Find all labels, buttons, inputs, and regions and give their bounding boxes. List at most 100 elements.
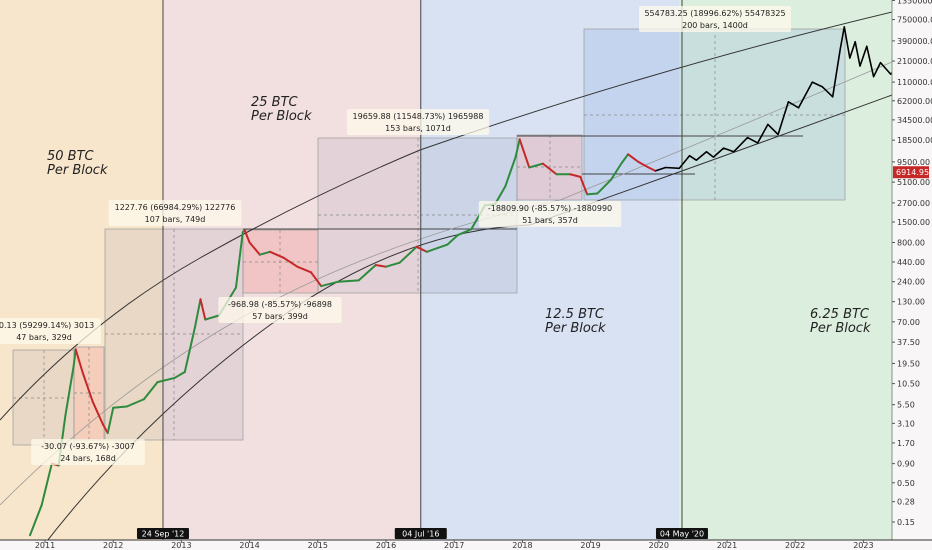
candle-down-segment — [81, 371, 94, 403]
halving-date-label: 04 May '20 — [660, 530, 704, 539]
y-tick-label: 800.00 — [897, 238, 925, 247]
measure-label-duration: 107 bars, 749d — [145, 215, 206, 224]
projection-line[interactable] — [655, 26, 902, 172]
candle-up-segment — [586, 192, 599, 196]
y-tick-label: 1500.00 — [897, 218, 930, 227]
candle-down-segment — [199, 298, 207, 321]
measure-label-bg — [31, 439, 145, 465]
candle-up-segment — [528, 162, 544, 169]
candle-up-segment — [398, 245, 418, 264]
candle-down-segment — [243, 229, 251, 244]
candle-up-segment — [183, 325, 197, 373]
x-tick-label: 2013 — [171, 541, 191, 550]
measure-label-duration: 200 bars, 1400d — [682, 21, 748, 30]
halving-date-tag — [655, 528, 708, 539]
halving-date-tag — [136, 528, 189, 539]
y-tick-label: 2700.00 — [897, 199, 930, 208]
halving-date-label: 04 Jul '16 — [402, 530, 439, 539]
price-axis[interactable]: 1350000.00 750000.00 390000.00 210000.00 110… — [891, 0, 932, 540]
candle-up-segment — [446, 234, 459, 246]
candle-up-segment — [72, 348, 77, 368]
channel-middle[interactable] — [0, 61, 893, 506]
y-tick-label: 390000.00 — [897, 37, 932, 46]
measure-label-bg — [218, 297, 342, 323]
era-backgrounds — [0, 0, 892, 540]
x-tick-label: 2018 — [512, 541, 532, 550]
last-price-tag — [893, 166, 929, 179]
halving-date-tag — [394, 528, 447, 539]
measure-label-duration: 57 bars, 399d — [252, 312, 308, 321]
candle-down-segment — [269, 250, 285, 259]
measure-label-bg — [639, 6, 791, 32]
measure-label-change: -30.07 (-93.67%) -3007 — [41, 442, 135, 451]
measure-label-change: 554783.25 (18996.62%) 55478325 — [644, 9, 785, 18]
measure-label-bg — [0, 318, 101, 344]
time-axis[interactable]: 2011 2012 2013 2014 2015 2016 2017 2018 2019 2020… — [0, 528, 932, 550]
candle-up-segment — [112, 405, 128, 409]
candle-up-segment — [142, 381, 159, 401]
candle-up-segment — [504, 156, 517, 188]
x-tick-label: 2021 — [717, 541, 737, 550]
measure-label-change: 19659.88 (11548.73%) 1965988 — [353, 112, 484, 121]
y-tick-label: 34500.00 — [897, 116, 932, 125]
candle-up-segment — [514, 138, 521, 159]
y-tick-label: 0.15 — [897, 518, 915, 527]
y-tick-label: 130.00 — [897, 298, 925, 307]
y-tick-label: 5.50 — [897, 401, 915, 410]
candle-up-segment — [234, 231, 244, 289]
last-price-label: 6914.95 — [896, 168, 929, 177]
measure-box-rise-1[interactable] — [12, 349, 75, 446]
x-tick-label: 2022 — [785, 541, 805, 550]
measure-label-change: -18809.90 (-85.57%) -1880990 — [488, 204, 612, 213]
y-tick-label: 240.00 — [897, 278, 925, 287]
measure-label-duration: 51 bars, 357d — [522, 216, 578, 225]
x-tick-label: 2015 — [308, 541, 328, 550]
candle-up-segment — [156, 376, 176, 384]
measure-label-change: 30.13 (59299.14%) 3013 — [0, 321, 94, 330]
halving-lines — [162, 0, 683, 540]
candle-up-segment — [337, 279, 360, 283]
measure-label-duration: 153 bars, 1071d — [385, 124, 451, 133]
y-tick-label: 10.50 — [897, 380, 920, 389]
candle-down-segment — [647, 166, 657, 172]
x-tick-label: 2020 — [649, 541, 669, 550]
y-tick-label: 440.00 — [897, 258, 925, 267]
candle-down-segment — [282, 256, 299, 268]
y-tick-label: 18500.00 — [897, 136, 932, 145]
y-tick-label: 0.50 — [897, 479, 915, 488]
measure-label-duration: 47 bars, 329d — [16, 333, 72, 342]
candle-down-segment — [579, 175, 589, 196]
y-tick-label: 37.50 — [897, 338, 920, 347]
candle-down-segment — [541, 162, 558, 176]
y-tick-label: 70.00 — [897, 318, 920, 327]
candle-down-segment — [309, 271, 323, 288]
candle-up-segment — [106, 406, 115, 435]
x-tick-label: 2023 — [853, 541, 873, 550]
candle-up-segment — [456, 228, 473, 237]
x-tick-label: 2011 — [35, 541, 55, 550]
era-label-amount: 12.5 BTC — [545, 307, 605, 322]
y-tick-label: 9500.00 — [897, 158, 930, 167]
era-label-per-block: Per Block — [47, 163, 108, 178]
measure-box-drop-3[interactable] — [516, 134, 583, 201]
x-tick-label: 2019 — [580, 541, 600, 550]
y-tick-label: 3.10 — [897, 419, 915, 428]
era-label-per-block: Per Block — [251, 109, 312, 124]
candle-down-segment — [637, 160, 650, 169]
candle-down-segment — [248, 241, 261, 256]
candle-up-segment — [320, 280, 340, 288]
candle-down-segment — [91, 400, 104, 426]
measure-box-drop-2[interactable] — [242, 229, 319, 294]
candle-up-segment — [357, 264, 377, 282]
era-band-12-5 — [420, 0, 679, 540]
measure-label-change: 1227.76 (66984.29%) 122776 — [115, 203, 236, 212]
candle-up-segment — [610, 162, 623, 181]
x-tick-label: 2012 — [103, 541, 123, 550]
candle-down-segment — [296, 265, 312, 274]
candle-up-segment — [173, 371, 186, 379]
candle-down-segment — [569, 173, 582, 178]
candle-down-segment — [74, 348, 84, 373]
channel-upper[interactable] — [0, 11, 893, 421]
